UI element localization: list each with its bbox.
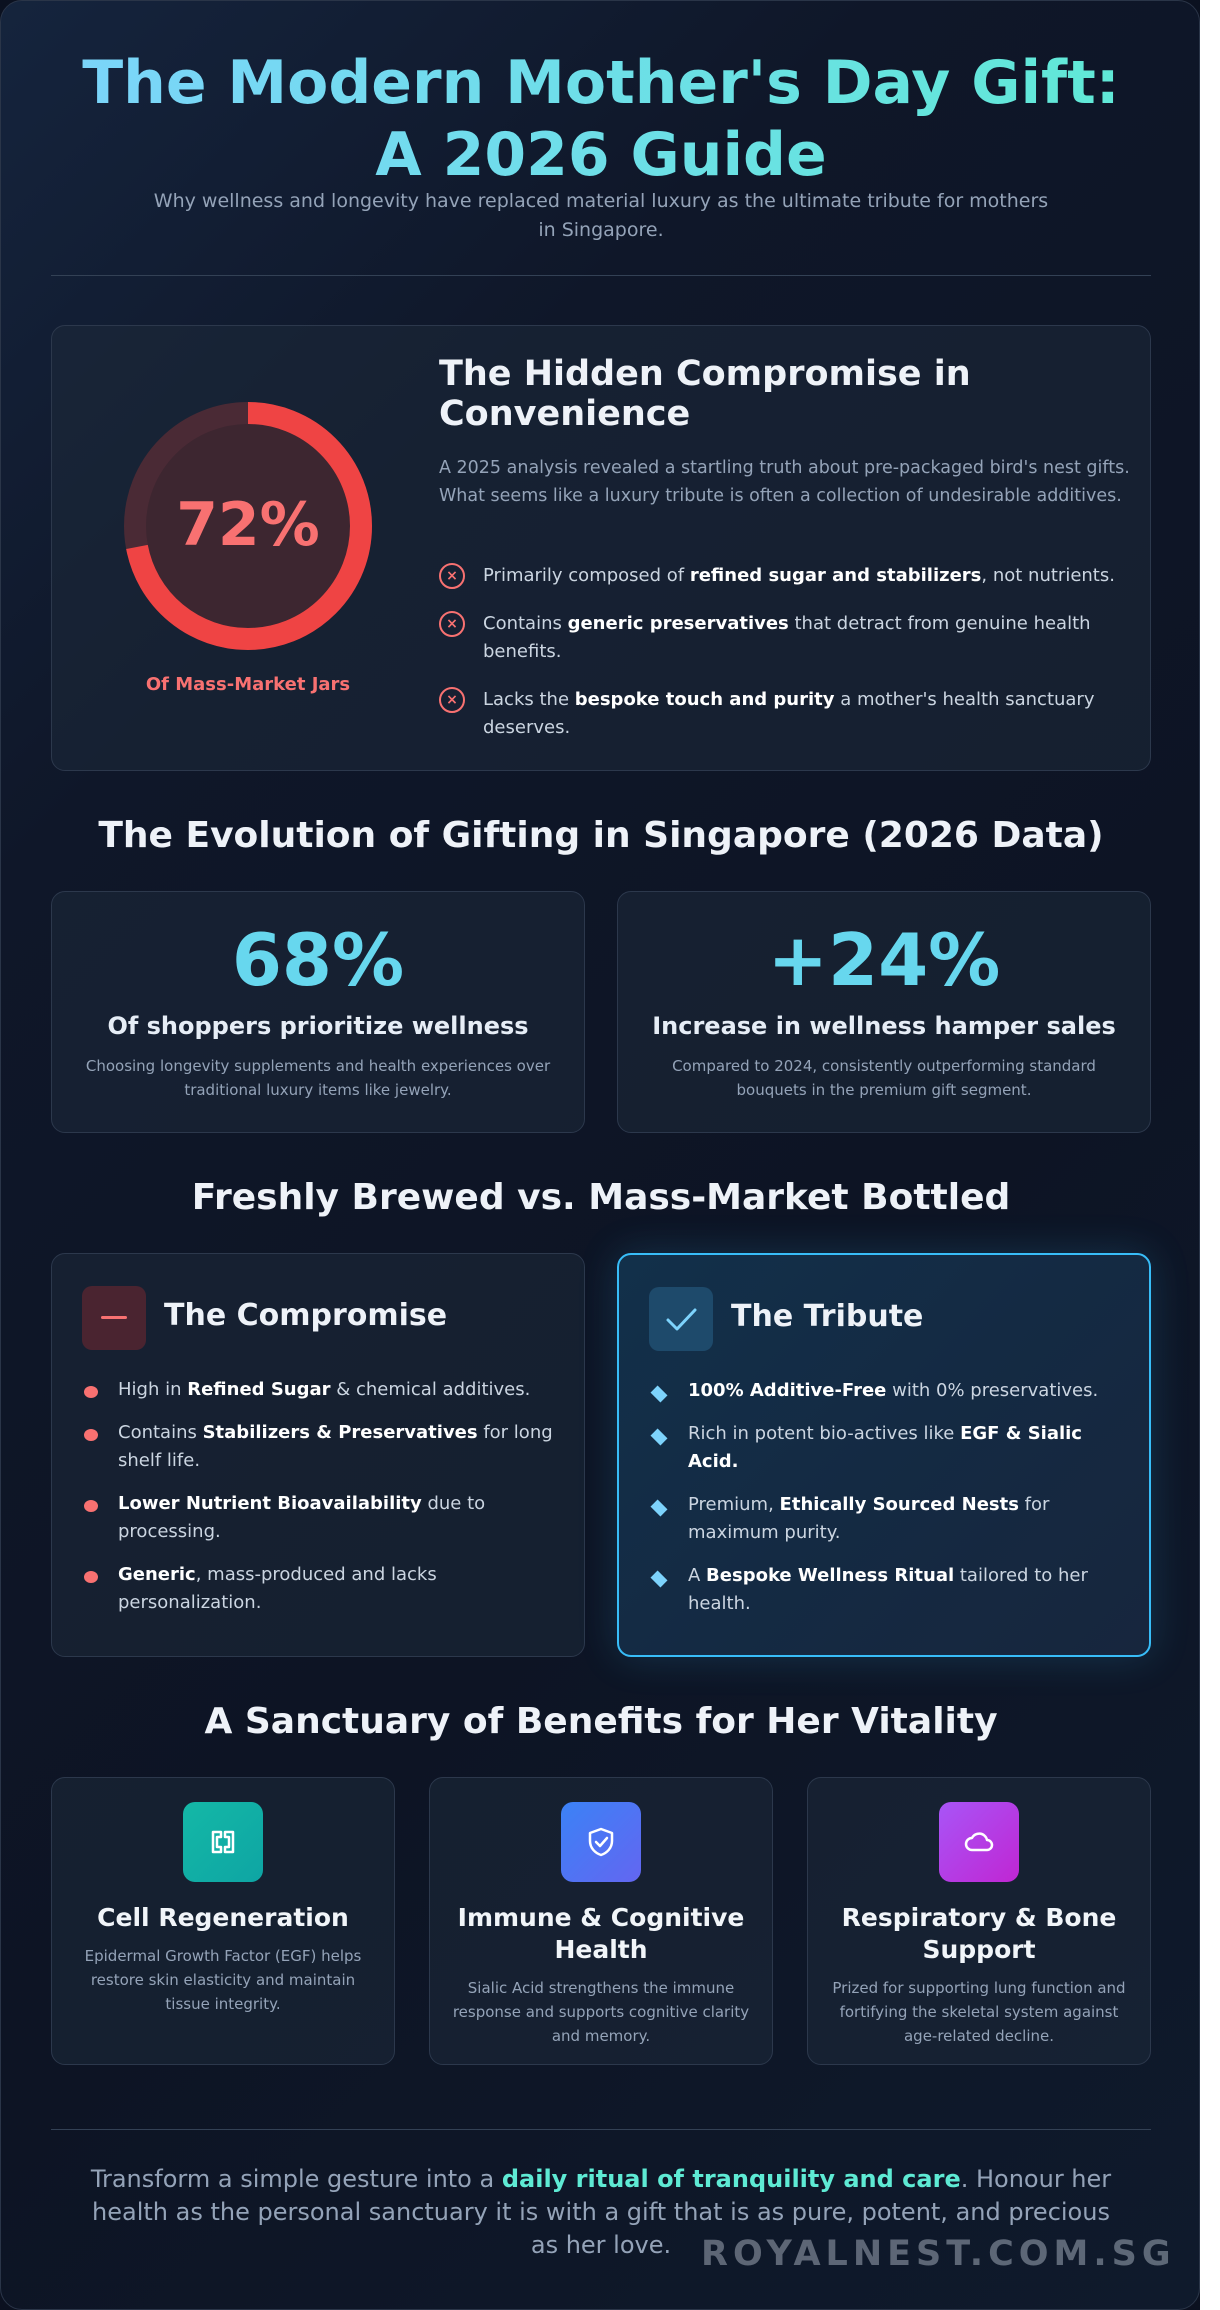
compromise-card: The Compromise High in Refined Sugar & c… bbox=[51, 1253, 585, 1657]
benefits-heading: A Sanctuary of Benefits for Her Vitality bbox=[204, 1701, 998, 1742]
list-item-text: Generic, mass-produced and lacks persona… bbox=[118, 1564, 437, 1613]
evolution-heading: The Evolution of Gifting in Singapore (2… bbox=[98, 815, 1104, 856]
x-circle-icon: × bbox=[439, 611, 465, 637]
hidden-compromise-text: A 2025 analysis revealed a startling tru… bbox=[439, 458, 1130, 506]
benefit-card-immune-cognitive: Immune & Cognitive Health Sialic Acid st… bbox=[429, 1777, 773, 2065]
list-item-text: Premium, Ethically Sourced Nests for max… bbox=[688, 1494, 1050, 1543]
list-item-text: Rich in potent bio-actives like EGF & Si… bbox=[688, 1423, 1082, 1472]
minus-icon bbox=[82, 1286, 146, 1350]
stat-label: Of shoppers prioritize wellness bbox=[107, 1012, 529, 1040]
list-item: Rich in potent bio-actives like EGF & Si… bbox=[649, 1420, 1119, 1476]
benefit-title: Immune & Cognitive Health bbox=[457, 1903, 745, 1964]
brand-watermark: ROYALNEST.COM.SG bbox=[701, 2234, 1176, 2274]
benefit-title: Cell Regeneration bbox=[97, 1903, 349, 1932]
bullet-dot bbox=[84, 1429, 98, 1441]
list-item-text: Primarily composed of refined sugar and … bbox=[483, 565, 1115, 586]
page-title: The Modern Mother's Day Gift: A 2026 Gui… bbox=[1, 47, 1199, 191]
benefit-title: Respiratory & Bone Support bbox=[841, 1903, 1117, 1964]
stat-value: 68% bbox=[231, 918, 405, 1002]
title-line-1: The Modern Mother's Day Gift: bbox=[82, 48, 1120, 118]
stat-card-wellness: 68% Of shoppers prioritize wellness Choo… bbox=[51, 891, 585, 1133]
benefit-description: Prized for supporting lung function and … bbox=[832, 1979, 1126, 2045]
compromise-issue-list: × Primarily composed of refined sugar an… bbox=[439, 562, 1139, 762]
bullet-dot bbox=[84, 1500, 98, 1512]
list-item: 100% Additive-Free with 0% preservatives… bbox=[649, 1377, 1119, 1405]
diamond-bullet-icon bbox=[650, 1570, 668, 1588]
benefit-description: Sialic Acid strengthens the immune respo… bbox=[452, 1979, 750, 2045]
benefit-card-cell-regeneration: Cell Regeneration Epidermal Growth Facto… bbox=[51, 1777, 395, 2065]
page-subtitle: Why wellness and longevity have replaced… bbox=[153, 190, 1049, 241]
list-item: A Bespoke Wellness Ritual tailored to he… bbox=[649, 1562, 1119, 1618]
donut-caption: Of Mass-Market Jars bbox=[145, 674, 351, 695]
stat-value: +24% bbox=[767, 918, 1001, 1002]
hidden-compromise-card: 72% Of Mass-Market Jars The Hidden Compr… bbox=[51, 325, 1151, 771]
comparison-heading: Freshly Brewed vs. Mass-Market Bottled bbox=[191, 1177, 1011, 1218]
footer-text: Transform a simple gesture into a daily … bbox=[90, 2165, 1112, 2259]
stat-card-hamper-sales: +24% Increase in wellness hamper sales C… bbox=[617, 891, 1151, 1133]
cell-regeneration-icon bbox=[183, 1802, 263, 1882]
compromise-list: High in Refined Sugar & chemical additiv… bbox=[82, 1376, 554, 1632]
list-item: × Contains generic preservatives that de… bbox=[439, 610, 1139, 666]
list-item: Lower Nutrient Bioavailability due to pr… bbox=[82, 1490, 554, 1546]
stat-description: Choosing longevity supplements and healt… bbox=[85, 1057, 551, 1099]
bullet-dot bbox=[84, 1386, 98, 1398]
donut-center bbox=[135, 413, 361, 639]
donut-percent-label: 72% bbox=[176, 490, 320, 560]
stat-description: Compared to 2024, consistently outperfor… bbox=[672, 1057, 1096, 1099]
diamond-bullet-icon bbox=[650, 1428, 668, 1446]
stat-label: Increase in wellness hamper sales bbox=[652, 1012, 1116, 1040]
title-line-2: A 2026 Guide bbox=[375, 120, 827, 190]
diamond-bullet-icon bbox=[650, 1385, 668, 1403]
list-item-text: High in Refined Sugar & chemical additiv… bbox=[118, 1379, 531, 1400]
x-circle-icon: × bbox=[439, 563, 465, 589]
check-icon bbox=[649, 1287, 713, 1351]
donut-arc bbox=[124, 402, 372, 650]
cloud-icon bbox=[939, 1802, 1019, 1882]
list-item: × Primarily composed of refined sugar an… bbox=[439, 562, 1139, 590]
benefit-description: Epidermal Growth Factor (EGF) helps rest… bbox=[84, 1947, 362, 2013]
list-item-text: Lacks the bespoke touch and purity a mot… bbox=[483, 689, 1095, 738]
page-margin bbox=[1200, 0, 1220, 2310]
list-item: High in Refined Sugar & chemical additiv… bbox=[82, 1376, 554, 1404]
benefit-card-respiratory-bone: Respiratory & Bone Support Prized for su… bbox=[807, 1777, 1151, 2065]
divider bbox=[51, 275, 1151, 276]
tribute-title: The Tribute bbox=[731, 1299, 924, 1334]
percent-donut-chart: 72% bbox=[118, 396, 378, 656]
list-item: Generic, mass-produced and lacks persona… bbox=[82, 1561, 554, 1617]
list-item-text: Contains generic preservatives that detr… bbox=[483, 613, 1091, 662]
bullet-dot bbox=[84, 1571, 98, 1583]
diamond-bullet-icon bbox=[650, 1499, 668, 1517]
list-item: Premium, Ethically Sourced Nests for max… bbox=[649, 1491, 1119, 1547]
list-item-text: 100% Additive-Free with 0% preservatives… bbox=[688, 1380, 1099, 1401]
compromise-title: The Compromise bbox=[164, 1298, 448, 1333]
shield-check-icon bbox=[561, 1802, 641, 1882]
tribute-card: The Tribute 100% Additive-Free with 0% p… bbox=[617, 1253, 1151, 1657]
hidden-compromise-title: The Hidden Compromise in Convenience bbox=[439, 354, 971, 434]
x-circle-icon: × bbox=[439, 687, 465, 713]
list-item-text: Lower Nutrient Bioavailability due to pr… bbox=[118, 1493, 486, 1542]
tribute-list: 100% Additive-Free with 0% preservatives… bbox=[649, 1377, 1119, 1633]
list-item: × Lacks the bespoke touch and purity a m… bbox=[439, 686, 1139, 742]
list-item-text: A Bespoke Wellness Ritual tailored to he… bbox=[688, 1565, 1088, 1614]
list-item-text: Contains Stabilizers & Preservatives for… bbox=[118, 1422, 553, 1471]
footer-divider bbox=[51, 2129, 1151, 2130]
list-item: Contains Stabilizers & Preservatives for… bbox=[82, 1419, 554, 1475]
donut-svg bbox=[124, 402, 372, 650]
